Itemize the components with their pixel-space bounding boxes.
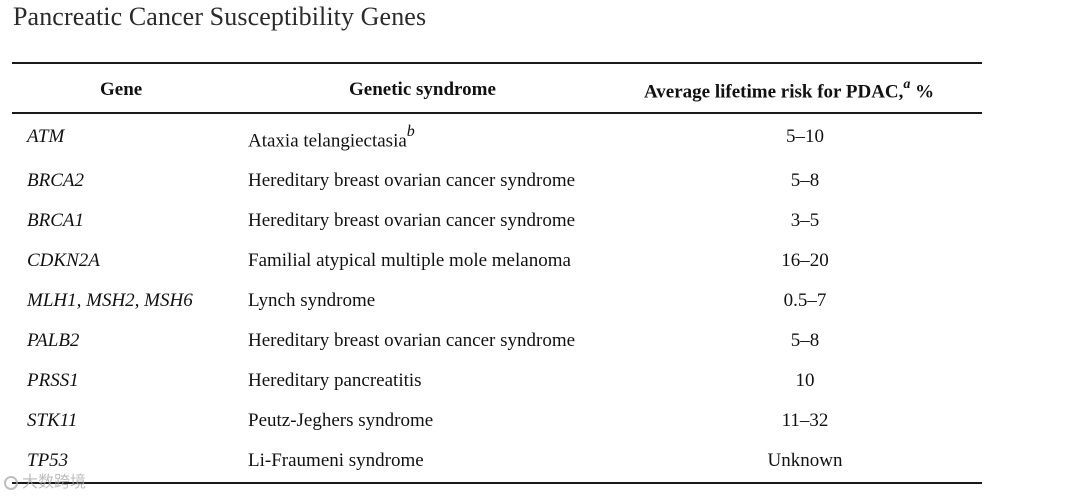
cell-syndrome: Hereditary breast ovarian cancer syndrom… [248, 330, 575, 352]
cell-syndrome: Ataxia telangiectasiab [248, 123, 415, 152]
cell-syndrome-text: Li-Fraumeni syndrome [248, 450, 424, 471]
table-row: STK11 Peutz-Jeghers syndrome 11–32 [0, 410, 1080, 450]
cell-syndrome-text: Hereditary breast ovarian cancer syndrom… [248, 210, 576, 231]
cell-syndrome: Familial atypical multiple mole melanoma [248, 250, 571, 272]
table-row: MLH1, MSH2, MSH6 Lynch syndrome 0.5–7 [0, 290, 1080, 330]
cell-syndrome-text: Familial atypical multiple mole melanoma [248, 250, 571, 271]
table-top-rule [12, 62, 982, 64]
table-row: PALB2 Hereditary breast ovarian cancer sy… [0, 330, 1080, 370]
cell-risk: 11–32 [781, 410, 829, 431]
cell-syndrome: Hereditary breast ovarian cancer syndrom… [248, 170, 575, 192]
cell-gene: MLH1, MSH2, MSH6 [27, 290, 193, 311]
cell-syndrome-text: Ataxia telangiectasia [248, 130, 407, 152]
table-row: CDKN2A Familial atypical multiple mole me… [0, 250, 1080, 290]
cell-syndrome-text: Hereditary breast ovarian cancer syndrom… [248, 170, 576, 191]
watermark: 大数跨境 [4, 468, 86, 492]
column-header-syndrome: Genetic syndrome [349, 79, 496, 100]
cell-gene: PALB2 [27, 330, 80, 351]
cell-syndrome-text: Peutz-Jeghers syndrome [248, 410, 434, 431]
cell-syndrome-text: Hereditary breast ovarian cancer syndrom… [248, 330, 576, 351]
cell-syndrome: Lynch syndrome [248, 290, 375, 312]
column-header-risk-unit: % [910, 81, 935, 103]
cell-gene: CDKN2A [27, 250, 100, 271]
table-row: PRSS1 Hereditary pancreatitis 10 [0, 370, 1080, 410]
cell-syndrome-text: Hereditary pancreatitis [248, 370, 422, 391]
cell-risk: 3–5 [790, 210, 820, 231]
footnote-marker-b: b [406, 123, 415, 140]
column-header-risk: Average lifetime risk for PDAC,a % [644, 77, 935, 103]
cell-syndrome: Li-Fraumeni syndrome [248, 450, 424, 472]
table-header-rule [12, 112, 982, 114]
column-header-risk-label: Average lifetime risk for PDAC, [644, 81, 904, 103]
cell-syndrome-text: Lynch syndrome [248, 290, 376, 311]
cell-gene: PRSS1 [27, 370, 79, 391]
table-row: BRCA2 Hereditary breast ovarian cancer sy… [0, 170, 1080, 210]
cell-syndrome: Peutz-Jeghers syndrome [248, 410, 433, 432]
cell-risk: 16–20 [781, 250, 829, 271]
cell-risk: 10 [795, 370, 815, 391]
cell-gene: TP53 [27, 450, 69, 471]
page-title: Pancreatic Cancer Susceptibility Genes [13, 2, 427, 31]
watermark-text: 大数跨境 [22, 472, 87, 491]
cell-gene: STK11 [27, 410, 78, 431]
cell-gene: BRCA1 [27, 210, 84, 231]
footnote-marker-a: a [903, 77, 911, 92]
watermark-logo-icon [4, 475, 18, 490]
table-bottom-rule [12, 482, 982, 484]
cell-risk: Unknown [767, 450, 843, 471]
cell-risk: 0.5–7 [783, 290, 827, 311]
table-row: TP53 Li-Fraumeni syndrome Unknown [0, 450, 1080, 490]
column-header-gene: Gene [100, 79, 143, 100]
cell-syndrome: Hereditary pancreatitis [248, 370, 422, 392]
table-row: ATM Ataxia telangiectasiab 5–10 [0, 123, 1080, 166]
table-row: BRCA1 Hereditary breast ovarian cancer sy… [0, 210, 1080, 250]
cell-risk: 5–10 [786, 126, 824, 147]
cell-gene: BRCA2 [27, 170, 84, 191]
cell-syndrome: Hereditary breast ovarian cancer syndrom… [248, 210, 575, 232]
cell-risk: 5–8 [790, 170, 820, 191]
cell-risk: 5–8 [790, 330, 820, 351]
cell-gene: ATM [27, 126, 65, 147]
